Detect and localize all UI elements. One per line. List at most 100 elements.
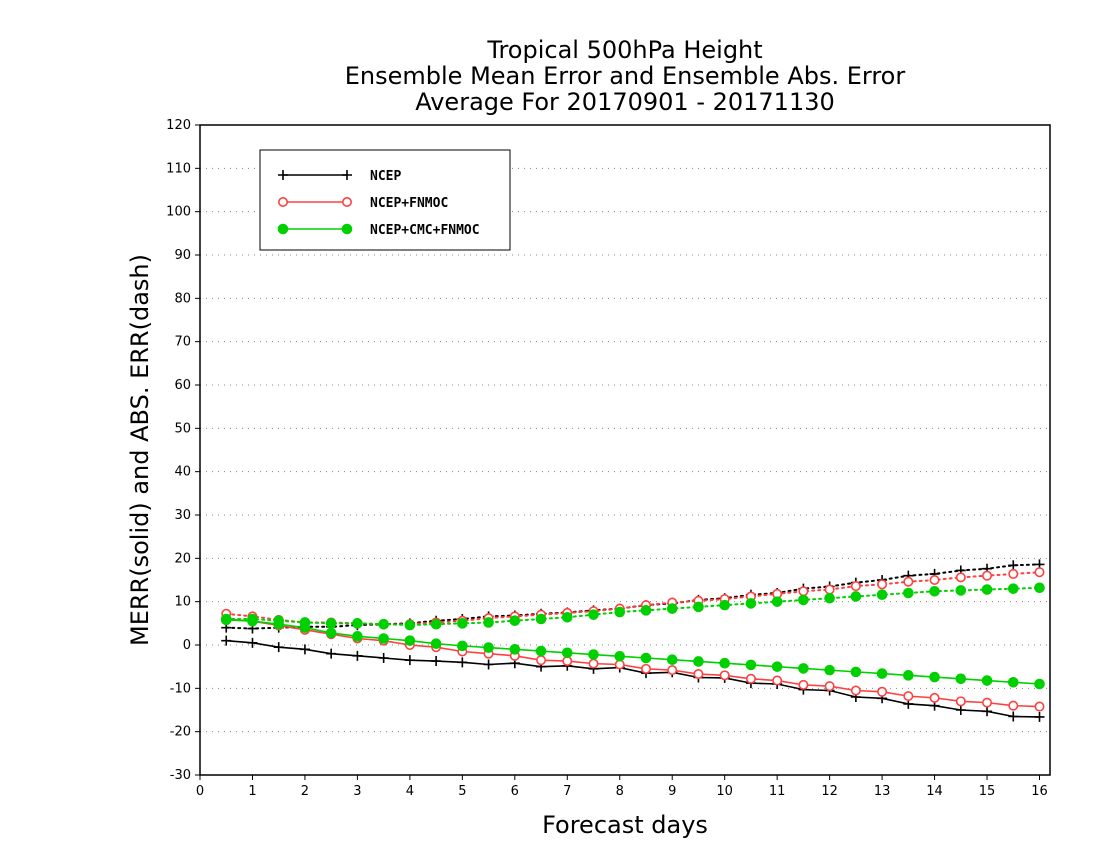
merr-point	[273, 618, 285, 630]
series-layer	[220, 559, 1045, 722]
merr-point	[903, 691, 914, 702]
chart-title: Tropical 500hPa Height Ensemble Mean Err…	[345, 36, 906, 116]
merr-point	[955, 705, 966, 715]
abserr-point	[824, 592, 835, 604]
merr-point	[929, 671, 940, 683]
merr-point	[299, 622, 311, 633]
x-tick-label: 11	[769, 784, 786, 799]
merr-point	[247, 615, 258, 627]
merr-point	[536, 655, 547, 666]
legend-marker	[277, 197, 288, 208]
merr-point	[326, 648, 337, 659]
merr-point	[221, 635, 232, 646]
abserr-line	[225, 563, 1041, 630]
merr-point	[771, 661, 783, 672]
merr-point	[719, 670, 730, 681]
title-line-2: Ensemble Mean Error and Ensemble Abs. Er…	[345, 62, 906, 90]
x-tick-label: 15	[979, 784, 996, 799]
x-tick-label: 1	[248, 784, 256, 799]
merr-point	[693, 656, 704, 667]
merr-point	[955, 696, 966, 707]
merr-point	[1008, 711, 1019, 722]
plot-frame	[199, 124, 1051, 776]
abserr-point	[955, 572, 966, 583]
merr-point	[876, 668, 888, 679]
x-tick-label: 3	[353, 784, 361, 799]
merr-point	[404, 635, 416, 646]
merr-point	[772, 675, 783, 686]
abserr-point	[850, 591, 862, 602]
abserr-point	[509, 615, 521, 627]
abserr-point	[325, 618, 337, 629]
y-tick-label: 90	[174, 248, 191, 263]
merr-line	[226, 619, 1040, 685]
abserr-point	[535, 613, 547, 625]
legend-marker	[278, 170, 288, 180]
merr-point	[981, 675, 993, 686]
legend-label: NCEP+CMC+FNMOC	[370, 223, 480, 238]
merr-point	[850, 666, 862, 678]
y-tick-label: 60	[174, 378, 191, 393]
abserr-point	[457, 618, 468, 629]
abserr-point	[1008, 560, 1019, 571]
y-tick-label: 20	[174, 551, 191, 566]
merr-point	[247, 637, 258, 648]
x-tick-label: 9	[668, 784, 676, 799]
x-tick-label: 8	[616, 784, 624, 799]
abserr-point	[1034, 567, 1045, 578]
legend-item: NCEP+CMC+FNMOC	[277, 223, 480, 238]
title-line-1: Tropical 500hPa Height	[486, 36, 762, 64]
series-ncep-cmc-fnmoc	[220, 582, 1045, 690]
abserr-point	[982, 570, 993, 581]
x-tick-label: 13	[874, 784, 891, 799]
merr-point	[457, 640, 468, 652]
x-tick-label: 6	[511, 784, 519, 799]
y-tick-label: 40	[174, 465, 191, 480]
merr-point	[798, 679, 809, 690]
abserr-point	[404, 619, 416, 631]
merr-point	[614, 650, 626, 662]
abserr-point	[981, 584, 993, 595]
y-tick-label: -30	[170, 768, 191, 783]
x-axis-label: Forecast days	[542, 811, 708, 839]
merr-point	[378, 653, 389, 663]
abserr-point	[955, 585, 967, 596]
y-tick-label: -10	[170, 681, 191, 696]
y-axis-label: MERR(solid) and ABS. ERR(dash)	[126, 254, 154, 646]
merr-point	[561, 647, 573, 659]
merr-point	[824, 681, 835, 692]
abserr-point	[666, 603, 678, 614]
y-tick-label: 50	[174, 421, 191, 436]
abserr-point	[561, 611, 573, 623]
abserr-point	[771, 596, 783, 607]
merr-point	[431, 656, 442, 667]
merr-point	[666, 654, 678, 666]
abserr-line	[225, 571, 1041, 626]
grid	[200, 167, 1050, 733]
legend-marker	[277, 223, 289, 235]
merr-point	[457, 657, 468, 668]
abserr-point	[693, 601, 704, 613]
abserr-point	[745, 598, 757, 609]
legend-item: NCEP	[278, 169, 401, 184]
merr-point	[535, 645, 547, 657]
merr-point	[299, 644, 310, 655]
x-tick-label: 2	[301, 784, 309, 799]
legend-label: NCEP+FNMOC	[370, 196, 448, 211]
x-tick-label: 12	[821, 784, 838, 799]
x-tick-label: 14	[926, 784, 943, 799]
merr-point	[824, 664, 835, 676]
merr-point	[982, 697, 993, 708]
y-tick-label: 100	[166, 205, 191, 220]
merr-point	[325, 627, 337, 639]
merr-point	[1034, 678, 1045, 690]
merr-point	[404, 655, 415, 666]
merr-point	[483, 659, 494, 670]
y-tick-label: -20	[170, 725, 191, 740]
merr-point	[352, 631, 363, 642]
legend-marker	[341, 223, 353, 235]
x-tick-label: 5	[458, 784, 466, 799]
abserr-point	[798, 586, 809, 597]
x-tick-label: 0	[196, 784, 204, 799]
abserr-point	[824, 584, 835, 595]
